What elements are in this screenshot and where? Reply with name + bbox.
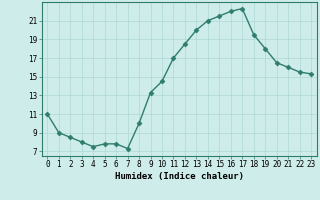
X-axis label: Humidex (Indice chaleur): Humidex (Indice chaleur) [115,172,244,181]
